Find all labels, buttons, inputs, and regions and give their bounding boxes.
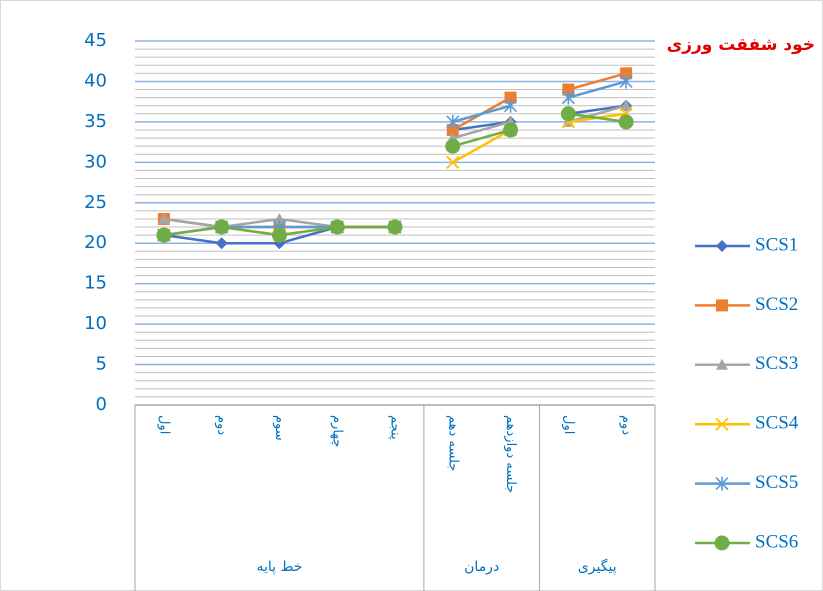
marker [445, 138, 461, 154]
legend-marker [716, 240, 728, 252]
legend-marker [716, 358, 728, 370]
x-tick-label: چهارم [330, 415, 345, 447]
marker [273, 212, 286, 224]
marker [562, 83, 575, 96]
x-tick-label: سوم [272, 415, 287, 441]
marker [620, 67, 633, 80]
x-tick-label: دوم [214, 415, 229, 435]
legend-marker [716, 299, 728, 312]
marker [215, 237, 228, 250]
y-tick-label: 40 [84, 70, 107, 91]
marker [329, 219, 345, 235]
line [452, 104, 511, 124]
y-tick-label: 15 [84, 273, 107, 294]
y-tick-label: 5 [96, 354, 107, 375]
x-tick-label: اول [561, 415, 576, 434]
legend-label: SCS6 [755, 531, 798, 552]
y-tick-label: 10 [84, 313, 107, 334]
y-tick-label: 0 [96, 394, 107, 415]
marker [156, 227, 172, 243]
legend-marker [714, 535, 730, 551]
line [568, 112, 627, 124]
legend-marker [715, 417, 729, 431]
line [567, 80, 627, 99]
y-tick-label: 25 [84, 192, 107, 213]
legend-label: SCS5 [755, 472, 798, 493]
marker [618, 114, 634, 130]
marker [157, 212, 170, 224]
x-tick-label: اول [156, 415, 171, 434]
marker [619, 74, 633, 89]
y-tick-label: 30 [84, 151, 107, 172]
line [452, 128, 512, 164]
line [568, 104, 627, 116]
x-tick-label: جلسه دهم [445, 415, 460, 471]
marker [446, 155, 460, 169]
x-tick-label: پنجم [388, 415, 403, 440]
group-label: پیگیری [578, 558, 617, 575]
marker [271, 227, 287, 243]
legend-marker [715, 476, 729, 491]
marker [503, 122, 519, 138]
y-tick-label: 20 [84, 232, 107, 253]
marker [446, 123, 459, 136]
marker [504, 91, 517, 104]
line [452, 128, 511, 148]
legend-label: SCS4 [755, 413, 799, 434]
marker [214, 219, 230, 235]
marker [620, 99, 633, 111]
legend-label: SCS1 [755, 234, 798, 255]
line [567, 72, 627, 91]
x-tick-label: دوم [619, 415, 634, 435]
group-label: درمان [464, 559, 499, 575]
marker [503, 98, 518, 113]
y-tick-label: 35 [84, 111, 107, 132]
x-tick-label: جلسه دوازدهم [503, 415, 518, 493]
series [156, 106, 634, 243]
marker [561, 90, 575, 105]
line [452, 120, 511, 132]
line [452, 120, 511, 140]
marker [560, 106, 576, 122]
marker [387, 219, 403, 235]
legend-label: SCS2 [755, 294, 798, 315]
marker [446, 114, 460, 129]
line [567, 104, 627, 124]
y-tick-label: 45 [84, 30, 107, 51]
group-label: خط پایه [256, 559, 302, 575]
chart-title: خود شفقت ورزی [667, 35, 815, 55]
legend-label: SCS3 [755, 353, 798, 374]
